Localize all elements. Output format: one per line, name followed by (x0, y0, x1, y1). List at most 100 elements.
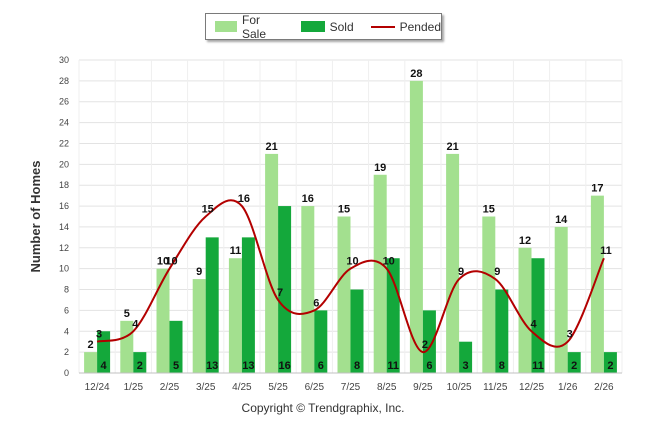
bar-for-sale (482, 216, 496, 373)
bar-for-sale (554, 226, 568, 373)
y-tick-label: 10 (59, 264, 69, 274)
data-label-sold: 2 (137, 360, 143, 372)
x-tick-label: 10/25 (447, 382, 472, 393)
data-label-for-sale: 21 (265, 141, 277, 153)
x-tick-label: 12/25 (519, 382, 544, 393)
data-label-for-sale: 15 (338, 204, 350, 216)
legend-swatch-for-sale (215, 21, 237, 32)
data-label-for-sale: 2 (88, 339, 94, 351)
legend-label-sold: Sold (329, 19, 354, 34)
pended-line (96, 199, 605, 354)
data-label-pended: 10 (383, 256, 395, 268)
bar-sold (314, 310, 328, 373)
x-tick-label: 6/25 (305, 382, 325, 393)
bar-sold (603, 352, 617, 373)
bar-for-sale (590, 195, 604, 373)
data-label-pended: 3 (567, 329, 573, 341)
bar-for-sale (337, 216, 351, 373)
legend: For Sale Sold Pended (205, 13, 442, 41)
data-label-for-sale: 15 (483, 204, 495, 216)
copyright-text: Copyright © Trendgraphix, Inc. (241, 401, 405, 415)
line-layer (96, 199, 605, 354)
x-tick-label: 2/26 (594, 382, 614, 393)
data-label-pended: 10 (346, 256, 358, 268)
bar-for-sale (192, 279, 206, 373)
bar-for-sale (301, 206, 315, 373)
y-tick-label: 26 (59, 97, 69, 107)
bar-sold (350, 289, 364, 373)
bar-sold (422, 310, 436, 373)
grid-layer (78, 59, 623, 373)
data-label-pended: 9 (494, 266, 500, 278)
y-axis-title: Number of Homes (28, 161, 43, 273)
x-tick-label: 3/25 (196, 382, 216, 393)
bar-sold (133, 352, 147, 373)
x-tick-label: 1/25 (124, 382, 144, 393)
x-tick-label: 12/24 (85, 382, 110, 393)
y-tick-label: 22 (59, 138, 69, 148)
bar-sold (205, 237, 219, 373)
y-tick-label: 20 (59, 159, 69, 169)
legend-line-pended (370, 25, 395, 28)
x-tick-label: 7/25 (341, 382, 361, 393)
bar-sold (531, 258, 545, 373)
data-label-sold: 5 (173, 360, 179, 372)
x-tick-label: 1/26 (558, 382, 578, 393)
data-label-for-sale: 10 (157, 256, 169, 268)
data-label-pended: 2 (422, 339, 428, 351)
x-tick-label: 4/25 (232, 382, 252, 393)
data-label-for-sale: 21 (446, 141, 458, 153)
x-tick-label: 5/25 (268, 382, 288, 393)
data-label-for-sale: 12 (519, 235, 531, 247)
y-tick-label: 16 (59, 201, 69, 211)
legend-swatch-sold (300, 21, 325, 32)
data-label-for-sale: 14 (555, 214, 568, 226)
y-tick-label: 28 (59, 76, 69, 86)
y-tick-label: 24 (59, 118, 69, 128)
bar-sold (386, 258, 400, 373)
bar-for-sale (265, 153, 279, 373)
y-tick-label: 0 (64, 368, 69, 378)
legend-item-sold[interactable]: Sold (300, 19, 354, 34)
bar-for-sale (373, 174, 387, 373)
data-label-pended: 15 (202, 204, 214, 216)
bar-sold (567, 352, 581, 373)
data-label-pended: 11 (600, 245, 612, 257)
data-label-for-sale: 19 (374, 162, 386, 174)
data-label-for-sale: 28 (410, 68, 422, 80)
data-label-sold: 6 (426, 360, 432, 372)
data-label-sold: 11 (532, 360, 544, 372)
bar-sold (241, 237, 255, 373)
data-label-pended: 9 (458, 266, 464, 278)
data-label-pended: 6 (313, 297, 319, 309)
data-label-for-sale: 11 (230, 245, 242, 257)
data-label-pended: 3 (96, 329, 102, 341)
x-tick-label: 8/25 (377, 382, 397, 393)
y-tick-label: 4 (64, 326, 69, 336)
data-label-sold: 8 (354, 360, 360, 372)
y-tick-label: 2 (64, 347, 69, 357)
legend-item-for-sale[interactable]: For Sale (215, 13, 284, 41)
data-label-sold: 2 (607, 360, 613, 372)
data-label-sold: 6 (318, 360, 324, 372)
bar-for-sale (84, 352, 98, 373)
bar-for-sale (228, 258, 242, 373)
legend-item-pended[interactable]: Pended (370, 20, 441, 34)
bar-sold (278, 206, 292, 373)
data-label-for-sale: 17 (591, 183, 603, 195)
data-label-pended: 4 (530, 318, 537, 330)
data-label-sold: 8 (499, 360, 505, 372)
y-tick-label: 8 (64, 285, 69, 295)
bar-sold (495, 289, 509, 373)
data-label-pended: 10 (165, 256, 177, 268)
bar-for-sale (156, 268, 170, 373)
bar-for-sale (446, 153, 460, 373)
y-tick-label: 14 (59, 222, 69, 232)
bar-sold (459, 341, 473, 373)
data-label-pended: 4 (132, 318, 139, 330)
data-label-sold: 3 (463, 360, 469, 372)
data-label-sold: 16 (278, 360, 290, 372)
